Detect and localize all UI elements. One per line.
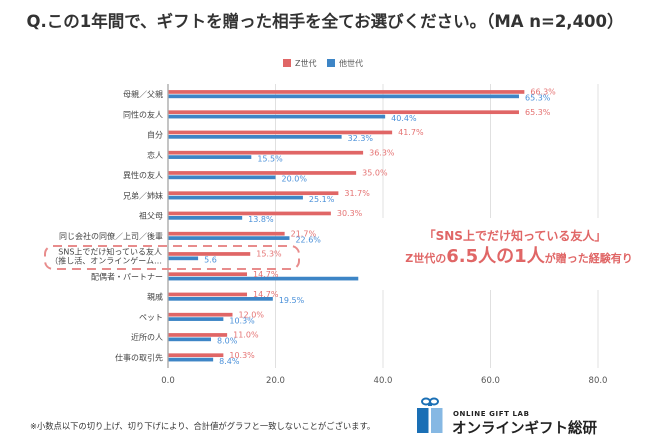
bar-other-generation <box>168 337 211 342</box>
value-label-other-generation: 8.4% <box>219 357 240 366</box>
bar-other-generation <box>168 236 290 240</box>
value-label-z-generation: 21.7% <box>291 229 317 238</box>
value-label-z-generation: 65.3% <box>525 108 551 117</box>
gift-box-icon <box>417 397 443 433</box>
category-label-line: （推し活、オンラインゲーム… <box>50 256 162 266</box>
category-label: 恋人 <box>147 150 163 160</box>
x-tick-label: 60.0 <box>481 376 500 386</box>
value-label-z-generation: 14.7% <box>253 270 279 279</box>
value-label-other-generation: 5.6 <box>204 256 217 265</box>
value-label-other-generation: 22.6% <box>295 235 321 244</box>
value-label-z-generation: 15.3% <box>256 250 282 259</box>
logo-subtitle: ONLINE GIFT LAB <box>453 410 530 418</box>
value-label-other-generation: 10.3% <box>229 316 255 325</box>
category-label: 母親／父親 <box>123 89 163 99</box>
x-tick-label: 0.0 <box>161 376 175 386</box>
bar-z-generation <box>168 272 248 277</box>
bar-other-generation <box>168 256 199 261</box>
bar-other-generation <box>168 317 224 321</box>
bar-z-generation <box>168 90 525 94</box>
bar-layer <box>168 90 525 362</box>
value-label-z-generation: 35.0% <box>362 169 388 178</box>
value-label-z-generation: 36.3% <box>369 148 395 157</box>
bar-z-generation <box>168 353 224 358</box>
callout-background <box>378 218 632 290</box>
category-label-line: SNS上でだけ知っている友人 <box>58 247 162 257</box>
bar-z-generation <box>168 211 331 216</box>
bar-z-generation <box>168 171 357 175</box>
value-label-z-generation: 10.3% <box>229 351 255 360</box>
category-label: 祖父母 <box>139 211 163 221</box>
bar-z-generation <box>168 231 285 236</box>
category-label: 配偶者・パートナー <box>91 271 163 281</box>
category-label: 自分 <box>147 130 163 140</box>
value-label-other-generation: 15.5% <box>257 154 283 163</box>
label-layer: 母親／父親同性の友人自分恋人異性の友人兄弟／姉妹祖父母同じ会社の同僚／上司／後輩… <box>50 88 556 366</box>
category-label: 仕事の取引先 <box>115 352 163 362</box>
legend-label-other-generation: 他世代 <box>339 58 363 68</box>
category-label: 兄弟／姉妹 <box>123 190 163 200</box>
callout-line2-emphasis: 6.5人の1人 <box>446 246 545 267</box>
value-label-other-generation: 20.0% <box>282 175 308 184</box>
callout-line2-suffix: が贈った経験有り <box>545 251 633 265</box>
legend: Z世代 他世代 <box>283 58 363 68</box>
x-tick-label: 20.0 <box>266 376 285 386</box>
legend-swatch-z-generation <box>283 59 291 67</box>
bar-other-generation <box>168 114 386 119</box>
value-label-other-generation: 65.3% <box>525 94 551 103</box>
chart-title: Q.この1年間で、ギフトを贈った相手を全てお選びください。（MA n=2,400… <box>26 11 623 31</box>
value-label-other-generation: 25.1% <box>309 195 335 204</box>
bar-z-generation <box>168 110 519 115</box>
callout-line2: Z世代の6.5人の1人が贈った経験有り <box>405 246 632 267</box>
bar-other-generation <box>168 94 519 99</box>
value-label-other-generation: 8.0% <box>217 337 238 346</box>
legend-label-z-generation: Z世代 <box>295 58 316 68</box>
category-label: 異性の友人 <box>123 170 163 180</box>
bar-other-generation <box>168 135 342 139</box>
value-label-other-generation: 40.4% <box>391 114 417 123</box>
callout-line1: 「SNS上でだけ知っている友人」 <box>424 228 607 243</box>
logo-name: オンラインギフト総研 <box>452 419 597 437</box>
x-tick-label: 40.0 <box>374 376 393 386</box>
category-label: 親戚 <box>147 292 163 302</box>
value-label-z-generation: 31.7% <box>344 189 370 198</box>
footnote: ※小数点以下の切り上げ、切り下げにより、合計値がグラフと一致しないことがございま… <box>30 421 375 431</box>
value-label-other-generation: 32.3% <box>348 134 374 143</box>
bar-z-generation <box>168 130 393 135</box>
value-label-z-generation: 30.3% <box>337 209 363 218</box>
category-label: 同じ会社の同僚／上司／後輩 <box>59 231 163 241</box>
category-label: SNS上でだけ知っている友人（推し活、オンラインゲーム… <box>50 247 162 266</box>
value-label-z-generation: 66.3% <box>530 88 556 97</box>
bar-other-generation <box>168 155 252 159</box>
category-label: 近所の人 <box>131 332 163 342</box>
bar-z-generation <box>168 312 233 317</box>
bar-z-generation <box>168 292 248 297</box>
bar-other-generation <box>168 297 273 301</box>
bar-z-generation <box>168 252 251 256</box>
value-label-z-generation: 12.0% <box>239 310 265 319</box>
category-label: ペット <box>139 313 163 322</box>
x-tick-label: 80.0 <box>589 376 608 386</box>
value-label-z-generation: 14.7% <box>253 290 279 299</box>
bar-other-generation <box>168 175 276 180</box>
callout-line2-prefix: Z世代の <box>405 251 446 265</box>
legend-swatch-other-generation <box>327 59 335 67</box>
value-label-z-generation: 11.0% <box>233 331 259 340</box>
value-label-other-generation: 19.5% <box>279 296 305 305</box>
bar-other-generation <box>168 276 359 281</box>
bar-z-generation <box>168 333 228 337</box>
callout: 「SNS上でだけ知っている友人」 Z世代の6.5人の1人が贈った経験有り <box>378 218 633 290</box>
bar-z-generation <box>168 191 339 196</box>
bar-other-generation <box>168 216 243 220</box>
value-label-other-generation: 13.8% <box>248 215 274 224</box>
bar-other-generation <box>168 195 303 200</box>
logo: ONLINE GIFT LAB オンラインギフト総研 <box>417 397 597 437</box>
category-label: 同性の友人 <box>123 109 163 119</box>
bar-other-generation <box>168 357 214 362</box>
bar-z-generation <box>168 150 364 155</box>
value-label-z-generation: 41.7% <box>398 128 424 137</box>
